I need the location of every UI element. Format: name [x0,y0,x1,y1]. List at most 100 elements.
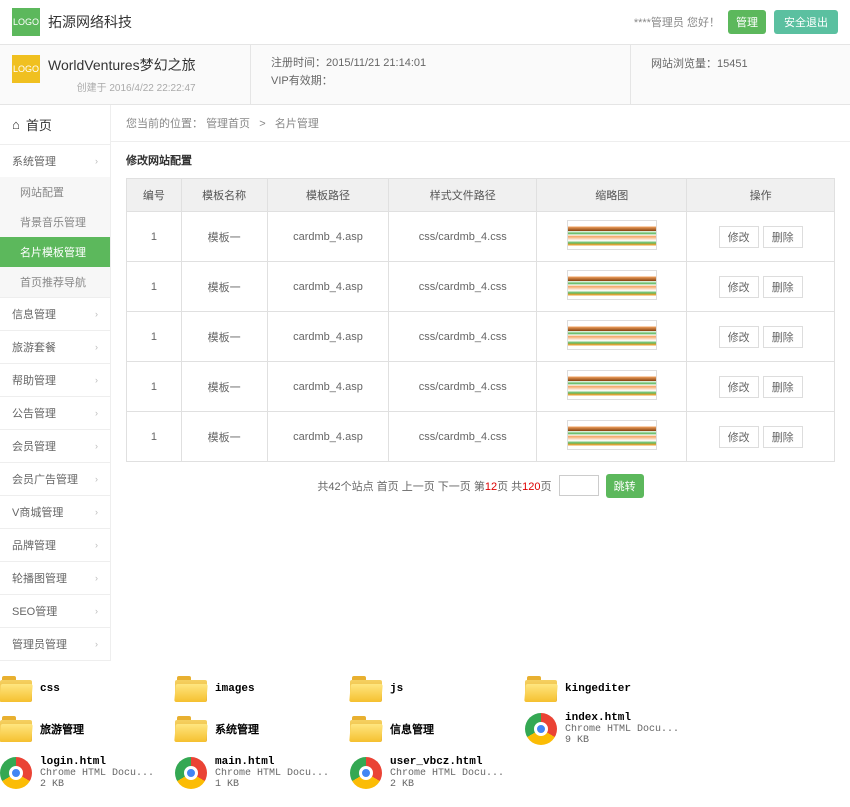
folder-icon [0,676,32,702]
cell-id: 1 [127,212,182,262]
file-item[interactable]: kingediter [525,676,680,702]
delete-button[interactable]: 删除 [763,226,803,248]
cell-thumb [537,212,687,262]
edit-button[interactable]: 修改 [719,426,759,448]
edit-button[interactable]: 修改 [719,376,759,398]
menu-group-title[interactable]: 管理员管理› [0,628,110,660]
submenu-item[interactable]: 首页推荐导航 [0,267,110,297]
file-item[interactable]: js [350,676,505,702]
chrome-icon [350,757,382,789]
menu-group-title[interactable]: 公告管理› [0,397,110,429]
table-header: 模板名称 [181,179,267,212]
edit-button[interactable]: 修改 [719,226,759,248]
cell-id: 1 [127,362,182,412]
submenu-item[interactable]: 名片模板管理 [0,237,110,267]
pagination-label: 页 [541,481,552,493]
delete-button[interactable]: 删除 [763,276,803,298]
pagination-next[interactable]: 下一页 [438,481,471,493]
pagination-label: 第 [474,481,485,493]
pagination-prev[interactable]: 上一页 [402,481,435,493]
file-name: 信息管理 [390,721,434,737]
jump-button[interactable]: 跳转 [606,474,644,498]
menu-group-title[interactable]: 旅游套餐› [0,331,110,363]
cell-thumb [537,262,687,312]
breadcrumb-home[interactable]: 管理首页 [206,118,250,130]
file-item[interactable]: 信息管理 [350,712,505,746]
thumbnail-image[interactable] [567,320,657,350]
page-input[interactable] [559,475,599,496]
file-name: 旅游管理 [40,721,84,737]
delete-button[interactable]: 删除 [763,376,803,398]
chevron-right-icon: › [95,408,98,418]
cell-id: 1 [127,312,182,362]
menu-group-title[interactable]: 信息管理› [0,298,110,330]
menu-group-title[interactable]: 品牌管理› [0,529,110,561]
company-name: 拓源网络科技 [48,12,132,32]
pagination-label: 页 [497,481,508,493]
file-item[interactable]: user_vbcz.htmlChrome HTML Docu...2 KB [350,756,505,790]
file-name: css [40,683,60,695]
breadcrumb-prefix: 您当前的位置： [126,118,203,130]
table-header: 编号 [127,179,182,212]
chevron-right-icon: › [95,573,98,583]
menu-group-title[interactable]: 会员管理› [0,430,110,462]
menu-group-title[interactable]: 会员广告管理› [0,463,110,495]
visits-label: 网站浏览量： [651,58,717,70]
file-name: main.html [215,756,329,768]
thumbnail-image[interactable] [567,220,657,250]
thumbnail-image[interactable] [567,370,657,400]
cell-actions: 修改删除 [687,312,835,362]
cell-name: 模板一 [181,362,267,412]
cell-name: 模板一 [181,212,267,262]
submenu-item[interactable]: 网站配置 [0,177,110,207]
folder-icon [350,676,382,702]
menu-group-title[interactable]: SEO管理› [0,595,110,627]
cell-actions: 修改删除 [687,362,835,412]
file-desc: Chrome HTML Docu... [565,724,679,735]
delete-button[interactable]: 删除 [763,426,803,448]
folder-icon [0,716,32,742]
cell-css: css/cardmb_4.css [389,212,537,262]
table-row: 1模板一cardmb_4.aspcss/cardmb_4.css修改删除 [127,412,835,462]
file-item[interactable]: css [0,676,155,702]
submenu-item[interactable]: 背景音乐管理 [0,207,110,237]
chrome-icon [525,713,557,745]
thumbnail-image[interactable] [567,420,657,450]
cell-thumb [537,412,687,462]
file-item[interactable]: main.htmlChrome HTML Docu...1 KB [175,756,330,790]
edit-button[interactable]: 修改 [719,326,759,348]
logout-button[interactable]: 安全退出 [774,10,838,34]
delete-button[interactable]: 删除 [763,326,803,348]
file-item[interactable]: 旅游管理 [0,712,155,746]
visits-value: 15451 [717,58,748,70]
table-header: 操作 [687,179,835,212]
chevron-right-icon: › [95,309,98,319]
table-row: 1模板一cardmb_4.aspcss/cardmb_4.css修改删除 [127,212,835,262]
file-item[interactable]: index.htmlChrome HTML Docu...9 KB [525,712,680,746]
file-size: 2 KB [40,779,154,790]
file-size: 9 KB [565,735,679,746]
menu-group-title[interactable]: 轮播图管理› [0,562,110,594]
file-item[interactable]: login.htmlChrome HTML Docu...2 KB [0,756,155,790]
file-size: 1 KB [215,779,329,790]
cell-css: css/cardmb_4.css [389,312,537,362]
cell-actions: 修改删除 [687,412,835,462]
manage-button[interactable]: 管理 [728,10,766,34]
pagination-total-pages: 120 [522,481,540,493]
folder-icon [175,676,207,702]
menu-group-title[interactable]: V商城管理› [0,496,110,528]
menu-group-title[interactable]: 帮助管理› [0,364,110,396]
home-link[interactable]: ⌂ 首页 [0,105,110,145]
menu-group-title[interactable]: 系统管理› [0,145,110,177]
cell-actions: 修改删除 [687,212,835,262]
breadcrumb-sep: > [259,118,265,130]
pagination-first[interactable]: 首页 [377,481,399,493]
chrome-icon [0,757,32,789]
file-name: kingediter [565,683,631,695]
table-header: 模板路径 [267,179,389,212]
thumbnail-image[interactable] [567,270,657,300]
edit-button[interactable]: 修改 [719,276,759,298]
file-item[interactable]: images [175,676,330,702]
file-item[interactable]: 系统管理 [175,712,330,746]
greeting-text: ****管理员 您好！ [634,14,720,30]
